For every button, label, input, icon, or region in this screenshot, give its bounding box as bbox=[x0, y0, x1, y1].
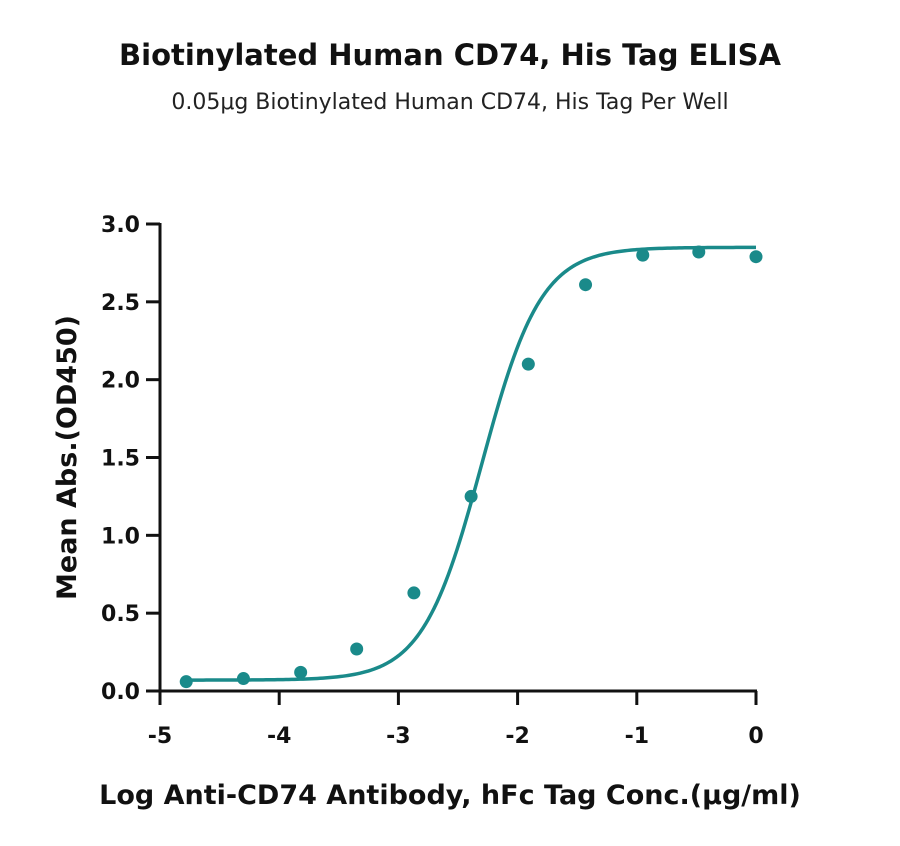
y-axis: 0.0 0.5 1.0 1.5 2.0 2.5 3.0 bbox=[101, 213, 162, 705]
x-tick-label: -3 bbox=[386, 724, 410, 749]
data-point bbox=[521, 357, 535, 371]
x-tick-label: -2 bbox=[505, 724, 529, 749]
x-tick-label: 0 bbox=[748, 724, 763, 749]
x-tick-label: -1 bbox=[625, 724, 649, 749]
data-point bbox=[407, 586, 421, 600]
data-point bbox=[350, 642, 364, 656]
y-axis-title: Mean Abs.(OD450) bbox=[52, 315, 83, 600]
chart-title: Biotinylated Human CD74, His Tag ELISA bbox=[119, 38, 781, 72]
y-tick-label: 1.5 bbox=[101, 447, 140, 472]
fit-curve bbox=[186, 245, 756, 682]
y-tick-label: 2.5 bbox=[101, 291, 140, 316]
chart-subtitle: 0.05μg Biotinylated Human CD74, His Tag … bbox=[171, 90, 729, 115]
x-tick-label: -4 bbox=[267, 724, 291, 749]
data-point bbox=[692, 245, 706, 259]
y-tick-label: 0.0 bbox=[101, 680, 140, 705]
x-tick-label: -5 bbox=[148, 724, 172, 749]
y-tick-label: 1.0 bbox=[101, 524, 140, 549]
data-point bbox=[236, 672, 250, 686]
data-point bbox=[636, 248, 650, 262]
data-points bbox=[179, 245, 763, 689]
y-tick-label: 0.5 bbox=[101, 602, 140, 627]
data-point bbox=[749, 250, 763, 264]
data-point bbox=[579, 278, 593, 292]
data-point bbox=[464, 489, 478, 503]
y-tick-label: 3.0 bbox=[101, 213, 140, 238]
data-point bbox=[179, 675, 193, 689]
x-axis-title: Log Anti-CD74 Antibody, hFc Tag Conc.(μg… bbox=[99, 780, 801, 811]
y-tick-label: 2.0 bbox=[101, 369, 140, 394]
x-axis: -5 -4 -3 -2 -1 0 bbox=[148, 689, 764, 749]
data-point bbox=[294, 665, 308, 679]
